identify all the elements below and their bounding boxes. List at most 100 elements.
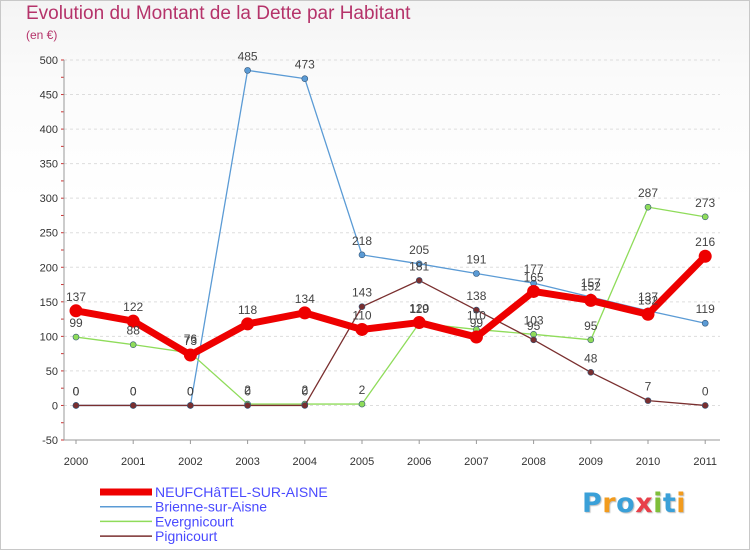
logo-letter: P — [582, 488, 603, 519]
data-point — [355, 322, 369, 336]
y-tick-label: 0 — [52, 400, 58, 412]
data-label: 218 — [352, 234, 372, 248]
x-tick-label: 2007 — [464, 456, 488, 468]
data-point — [587, 336, 595, 344]
data-label: 0 — [130, 384, 137, 398]
data-point — [183, 348, 197, 362]
data-point — [126, 314, 140, 328]
data-label: 118 — [238, 303, 257, 317]
data-label: 110 — [467, 308, 486, 322]
y-tick-label: 150 — [40, 297, 58, 309]
series-brienne-sur-aisne — [72, 67, 709, 409]
y-tick-label: 250 — [40, 228, 58, 240]
series-lines — [69, 67, 712, 409]
data-point — [698, 249, 712, 263]
data-label: 177 — [524, 262, 544, 276]
data-point — [129, 402, 137, 409]
data-point — [587, 368, 595, 376]
data-point — [701, 319, 709, 327]
data-point — [301, 402, 309, 409]
data-label: 2 — [244, 383, 251, 397]
data-point — [469, 330, 483, 344]
data-point — [244, 402, 251, 409]
data-label: 2 — [301, 383, 308, 397]
data-label: 110 — [352, 308, 371, 322]
logo-letter: t — [662, 488, 677, 519]
data-label: 122 — [123, 300, 143, 314]
x-tick-label: 2004 — [293, 456, 317, 468]
data-point — [187, 402, 194, 409]
data-label: 95 — [584, 319, 598, 333]
data-label: 2 — [359, 383, 366, 397]
y-tick-label: -50 — [42, 435, 58, 447]
logo-letter: x — [635, 488, 654, 519]
data-label: 73 — [184, 334, 198, 348]
data-label: 152 — [581, 279, 601, 293]
x-tick-label: 2010 — [636, 456, 660, 468]
data-label: 137 — [638, 290, 658, 304]
data-point — [358, 400, 366, 408]
data-label: 216 — [695, 235, 715, 249]
legend-item: Pignicourt — [100, 528, 217, 544]
data-label: 119 — [410, 302, 429, 316]
data-point — [412, 316, 426, 330]
data-point — [644, 203, 652, 211]
data-point — [701, 402, 709, 409]
legend: NEUFCHâTEL-SUR-AISNEBrienne-sur-AisneEve… — [100, 484, 328, 544]
data-label: 485 — [238, 49, 258, 63]
legend-item: NEUFCHâTEL-SUR-AISNE — [100, 484, 328, 500]
data-label: 0 — [73, 384, 80, 398]
data-label: 76 — [184, 332, 198, 346]
data-point — [473, 306, 480, 314]
data-label: 99 — [69, 316, 83, 330]
data-label: 273 — [695, 196, 715, 210]
data-point — [530, 336, 537, 344]
y-tick-label: 200 — [40, 262, 58, 274]
legend-item: Evergnicourt — [100, 513, 234, 529]
data-label: 165 — [524, 270, 544, 284]
data-label: 0 — [187, 384, 194, 398]
legend-label: NEUFCHâTEL-SUR-AISNE — [155, 484, 328, 500]
y-tick-label: 100 — [40, 331, 58, 343]
data-point — [701, 213, 709, 221]
series-line — [75, 69, 706, 407]
data-label: 48 — [584, 351, 598, 365]
data-point — [584, 293, 598, 307]
data-point — [644, 397, 652, 404]
data-label: 0 — [702, 384, 709, 398]
series-line — [72, 252, 709, 359]
data-label: 157 — [581, 276, 601, 290]
logo-letter: r — [602, 488, 617, 519]
chart-subtitle: (en €) — [26, 28, 58, 42]
data-label: 205 — [409, 243, 429, 257]
data-label: 143 — [352, 286, 372, 300]
x-tick-label: 2005 — [350, 456, 374, 468]
data-label: 88 — [127, 324, 141, 338]
data-label: 0 — [301, 384, 308, 398]
data-point — [415, 260, 423, 268]
logo-letter: i — [653, 488, 663, 519]
data-label: 0 — [130, 384, 137, 398]
y-tick-label: 50 — [46, 366, 58, 378]
data-point — [72, 402, 80, 409]
data-point — [301, 75, 309, 82]
x-tick-label: 2009 — [579, 456, 603, 468]
y-gridlines — [64, 59, 720, 441]
series-line — [75, 279, 706, 407]
data-point — [69, 304, 83, 318]
data-point — [358, 303, 366, 310]
legend-label: Brienne-sur-Aisne — [155, 499, 267, 515]
data-label: 99 — [470, 316, 484, 330]
data-point — [241, 317, 255, 331]
data-label: 138 — [466, 289, 486, 303]
legend-label: Evergnicourt — [155, 513, 234, 529]
data-label: 132 — [638, 293, 658, 307]
series-pignicourt — [72, 277, 709, 409]
x-tick-label: 2006 — [407, 456, 431, 468]
y-tick-label: 350 — [40, 159, 58, 171]
y-tick-label: 450 — [40, 90, 58, 102]
